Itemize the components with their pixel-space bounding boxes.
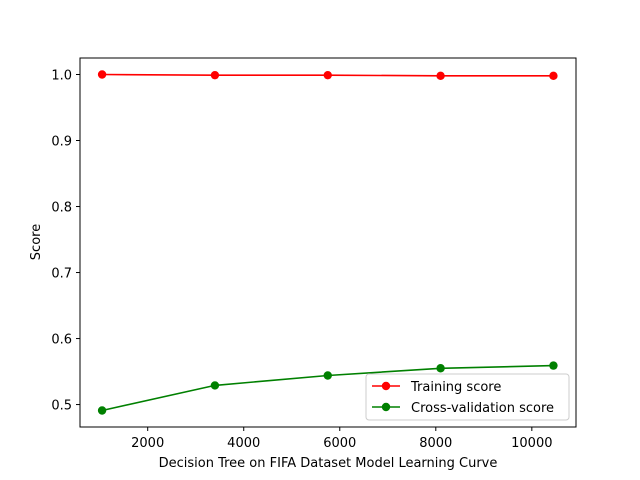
series-1-point: [323, 371, 332, 380]
legend-marker-0: [381, 381, 391, 391]
y-tick-label: 1.0: [51, 69, 72, 84]
legend-label-0: Training score: [410, 380, 501, 395]
series-0-point: [323, 70, 332, 80]
x-axis-ticks: 2000 4000 6000 8000 10000: [131, 427, 553, 451]
legend-box: [365, 373, 570, 421]
y-tick-label: 0.8: [51, 201, 72, 216]
series-1-point: [97, 406, 107, 415]
series-1-point: [549, 361, 558, 370]
x-tick-label: 8000: [419, 436, 452, 451]
legend: Training score Cross-validation score: [365, 373, 570, 421]
series-layer: [97, 70, 558, 415]
x-tick-label: 6000: [323, 436, 356, 451]
legend-label-1: Cross-validation score: [411, 401, 554, 416]
series-0-point: [97, 70, 107, 79]
x-axis-label: Decision Tree on FIFA Dataset Model Lear…: [159, 456, 498, 471]
y-tick-label: 0.6: [51, 333, 72, 348]
plot-area: [80, 58, 576, 427]
series-0-point: [549, 71, 558, 81]
series-0-point: [210, 70, 220, 80]
y-axis-label: Score: [29, 224, 44, 260]
y-tick-label: 0.5: [51, 399, 72, 414]
series-1-point: [436, 364, 445, 373]
series-0-point: [436, 71, 445, 81]
plot-frame: [79, 57, 577, 428]
series-1-point: [210, 381, 220, 390]
x-tick-label: 10000: [511, 436, 552, 451]
x-tick-label: 2000: [131, 436, 164, 451]
y-tick-label: 0.9: [51, 135, 72, 150]
x-tick-label: 4000: [227, 436, 260, 451]
legend-marker-1: [381, 402, 391, 412]
y-axis-ticks: 0.5 0.6 0.7 0.8 0.9 1.0: [51, 69, 80, 414]
y-tick-label: 0.7: [51, 267, 72, 282]
